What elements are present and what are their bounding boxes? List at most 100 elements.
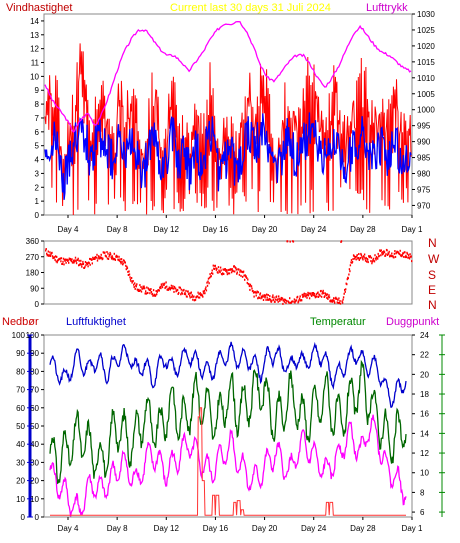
wind-direction-point (337, 298, 339, 301)
wind-direction-point (259, 292, 262, 295)
wind-direction-point (388, 250, 390, 253)
top-right-tick-label: 975 (417, 185, 431, 194)
wind-direction-point (134, 282, 136, 285)
top-left-tick-label: 3 (35, 169, 40, 178)
wind-direction-point (263, 295, 265, 298)
bottom-right-tick-label: 10 (420, 469, 429, 478)
wind-direction-point (356, 255, 358, 258)
bottom-right-tick-label: 6 (420, 508, 425, 517)
wind-direction-point (117, 258, 120, 261)
wind-direction-point (257, 291, 259, 294)
wind-direction-point (283, 298, 285, 301)
wind-direction-point (245, 275, 247, 278)
wind-direction-point (125, 264, 127, 267)
wind-direction-point (201, 294, 203, 297)
wind-direction-point (331, 300, 334, 303)
wind-direction-point (255, 294, 257, 297)
wind-direction-point (142, 287, 145, 290)
wind-direction-point (307, 291, 309, 294)
wind-direction-point (188, 292, 190, 295)
bottom-right-tick-label: 8 (420, 488, 425, 497)
wind-direction-point (360, 254, 363, 257)
wind-direction-point (266, 293, 268, 296)
middle-tick-label: 360 (26, 237, 40, 246)
wind-direction-point (363, 256, 365, 259)
pressure-series (44, 20, 412, 133)
wind-direction-point (73, 261, 75, 264)
wind-direction-point (80, 259, 82, 262)
wind-direction-point (246, 277, 248, 279)
bottom-right-tick-label: 14 (420, 429, 429, 438)
wind-direction-point (181, 292, 184, 295)
wind-direction-point (273, 296, 275, 299)
wind-direction-point (106, 257, 109, 260)
wind-direction-point (260, 295, 263, 298)
wind-direction-point (189, 294, 191, 297)
top-x-tick-label: Day 24 (301, 225, 327, 234)
rain-axis-tick-label: 90 (16, 349, 25, 358)
wind-direction-point (361, 256, 363, 259)
wind-direction-point (239, 270, 241, 273)
humidity-series (49, 341, 407, 408)
wind-direction-point (83, 267, 86, 269)
wind-direction-point (233, 265, 235, 268)
bottom-left-tick-label: 10 (30, 495, 39, 504)
wind-direction-point (248, 283, 250, 286)
rain-axis-tick-label: 70 (16, 386, 25, 395)
wind-direction-point (317, 291, 319, 294)
wind-direction-point (225, 269, 227, 272)
wind-direction-point (217, 266, 220, 269)
wind-direction-point (138, 290, 141, 292)
wind-direction-point (134, 287, 136, 290)
wind-direction-point (53, 256, 56, 259)
wind-direction-point (66, 258, 68, 261)
wind-direction-point (238, 268, 240, 271)
wind-direction-point (224, 268, 226, 271)
rain-axis-tick-label: 20 (16, 477, 25, 486)
rain-axis-tick-label: 0 (21, 513, 26, 522)
wind-direction-point (159, 285, 162, 288)
wind-direction-point (288, 301, 290, 304)
wind-direction-point (126, 265, 128, 268)
wind-direction-point (161, 284, 163, 287)
wind-direction-point (367, 261, 369, 264)
wind-direction-point (277, 298, 279, 301)
middle-tick-label: 90 (30, 284, 39, 293)
wind-direction-point (129, 278, 132, 281)
wind-direction-point (390, 255, 392, 258)
wind-direction-point (68, 261, 70, 264)
wind-direction-point (350, 259, 353, 262)
top-x-tick-label: Day 1 (402, 225, 423, 234)
wind-direction-point (409, 253, 411, 256)
wind-direction-point (202, 290, 204, 293)
wind-direction-point (335, 296, 337, 299)
wind-direction-point (380, 254, 382, 257)
wind-direction-point (78, 259, 80, 262)
wind-direction-point (227, 269, 229, 272)
wind-direction-point (91, 262, 93, 265)
wind-direction-point (166, 285, 168, 288)
wind-direction-point (363, 253, 366, 256)
bottom-left-tick-label: 0 (35, 513, 40, 522)
wind-direction-point (155, 294, 157, 297)
wind-direction-point (249, 288, 251, 291)
wind-direction-point (180, 293, 182, 296)
wind-direction-point (130, 277, 133, 279)
wind-direction-point (275, 295, 278, 298)
wind-direction-point (82, 263, 85, 265)
wind-direction-point (380, 249, 382, 252)
wind-direction-point (297, 300, 300, 303)
wind-direction-point (312, 293, 314, 296)
bottom-x-tick-label: Day 1 (402, 524, 423, 533)
wind-direction-point (301, 293, 303, 296)
wind-direction-point (176, 289, 179, 292)
wind-direction-point (215, 268, 218, 271)
wind-direction-point (349, 270, 351, 273)
wind-direction-point (278, 297, 280, 300)
wind-direction-point (223, 273, 225, 275)
wind-direction-point (340, 240, 343, 243)
wind-direction-point (132, 280, 134, 282)
bottom-left-tick-label: 90 (30, 349, 39, 358)
wind-direction-point (240, 274, 242, 277)
temperature-series (49, 359, 407, 485)
